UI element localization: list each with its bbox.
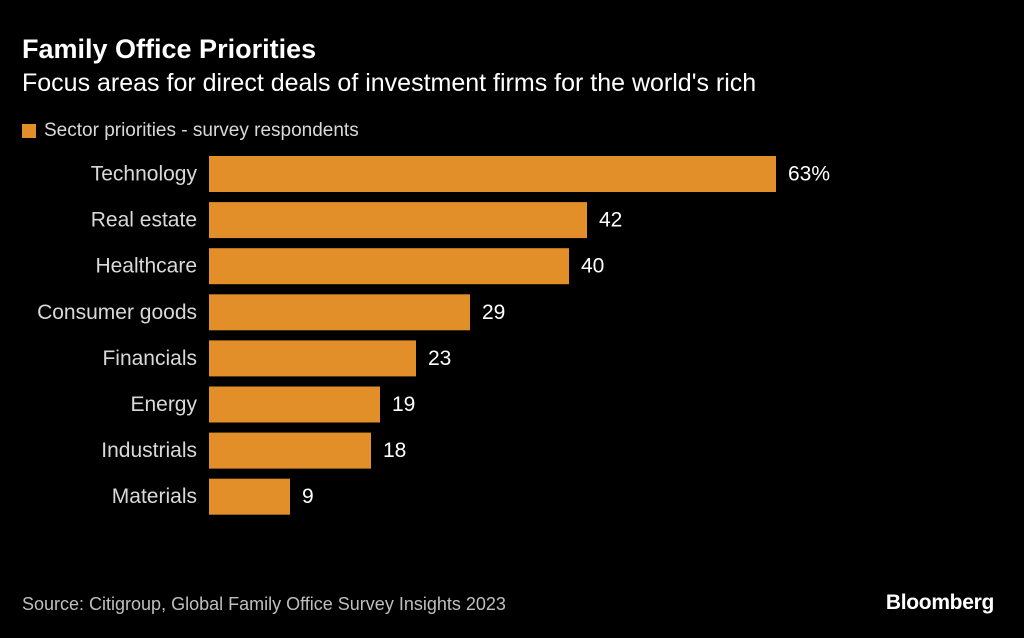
chart-subtitle: Focus areas for direct deals of investme… — [22, 69, 757, 97]
bar — [209, 202, 587, 239]
category-label: Healthcare — [95, 255, 197, 278]
value-label: 18 — [383, 439, 406, 462]
category-label: Consumer goods — [37, 301, 197, 324]
category-label: Technology — [91, 163, 198, 186]
bar — [209, 432, 371, 469]
value-label: 29 — [482, 301, 505, 324]
legend-label: Sector priorities - survey respondents — [44, 120, 359, 141]
legend: Sector priorities - survey respondents — [22, 119, 359, 143]
chart-title: Family Office Priorities — [22, 34, 317, 64]
value-label: 42 — [599, 209, 622, 232]
bar — [209, 478, 290, 515]
bar — [209, 340, 416, 377]
bloomberg-logo: Bloomberg — [885, 591, 994, 614]
legend-swatch — [22, 124, 36, 138]
value-label: 23 — [428, 347, 451, 370]
value-label: 19 — [392, 393, 415, 416]
category-label: Energy — [130, 393, 197, 416]
value-label: 63% — [788, 163, 830, 186]
bar — [209, 294, 470, 331]
category-label: Financials — [102, 347, 197, 370]
bar-chart: Technology 63% Real estate 42 Healthcare 40 Co… — [37, 156, 830, 515]
category-label: Industrials — [101, 439, 197, 462]
category-label: Materials — [112, 485, 197, 508]
bar — [209, 248, 569, 285]
value-label: 9 — [302, 485, 314, 508]
category-label: Real estate — [91, 209, 197, 232]
source-note: Source: Citigroup, Global Family Office … — [22, 594, 506, 614]
bar — [209, 386, 380, 423]
value-label: 40 — [581, 255, 604, 278]
bar — [209, 156, 776, 192]
